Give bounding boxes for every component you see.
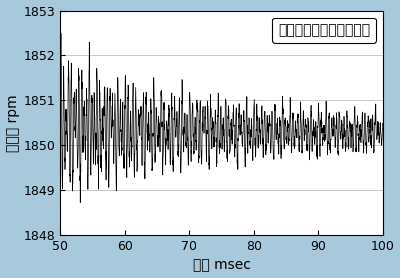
Y-axis label: 回転数 rpm: 回転数 rpm — [6, 94, 20, 152]
X-axis label: 時間 msec: 時間 msec — [192, 259, 250, 272]
Legend: 一大歯車軸受（内軌側）: 一大歯車軸受（内軌側） — [272, 18, 376, 43]
